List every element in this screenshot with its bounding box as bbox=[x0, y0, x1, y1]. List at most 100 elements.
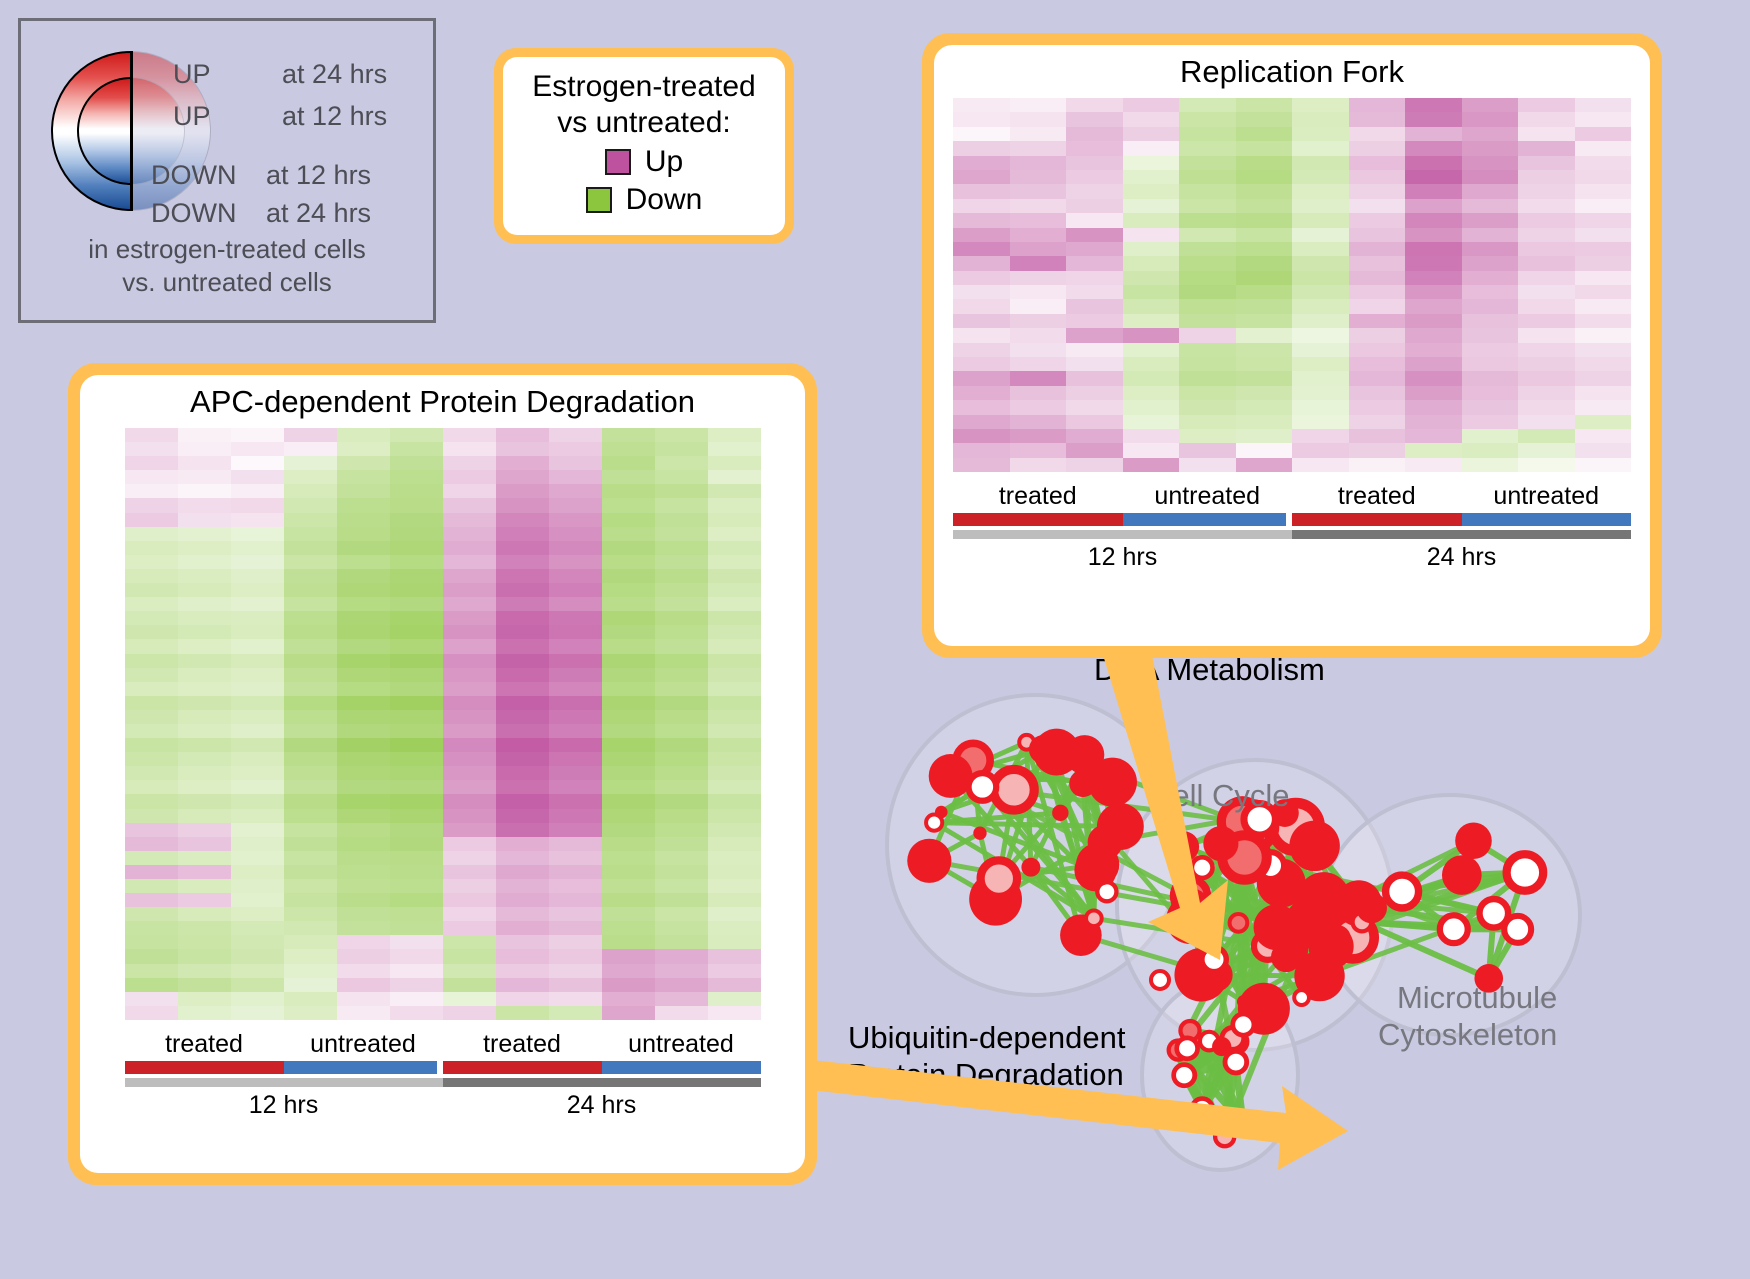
heatmap-cell bbox=[1348, 270, 1405, 286]
heatmap-cell bbox=[1122, 313, 1179, 329]
heatmap-cell bbox=[177, 456, 231, 471]
heatmap-cell bbox=[389, 766, 443, 781]
heatmap-cell bbox=[230, 949, 284, 964]
heatmap-cell bbox=[336, 963, 390, 978]
heatmap-cell bbox=[1009, 313, 1066, 329]
heatmap-cell bbox=[548, 921, 602, 936]
heatmap-cell bbox=[654, 977, 708, 992]
heatmap-cell bbox=[442, 442, 496, 457]
heatmap-cell bbox=[1405, 371, 1462, 386]
heatmap-cell bbox=[1461, 213, 1518, 228]
heatmap-cell bbox=[707, 780, 761, 795]
heatmap-cell bbox=[1461, 400, 1518, 415]
heatmap-cell bbox=[177, 1005, 231, 1020]
heatmap-cell bbox=[389, 977, 443, 992]
heatmap-cell bbox=[1179, 313, 1236, 329]
heatmap-cell bbox=[1574, 227, 1631, 242]
heatmap-cell bbox=[1461, 270, 1518, 286]
heatmap-cell bbox=[495, 963, 549, 978]
heatmap-cell bbox=[548, 611, 602, 626]
heatmap-cell bbox=[1066, 112, 1123, 127]
heatmap-cell bbox=[1461, 428, 1518, 444]
heatmap-cell bbox=[124, 738, 178, 753]
network-node bbox=[1212, 1036, 1232, 1057]
heatmap-cell bbox=[230, 498, 284, 513]
heatmap-cell bbox=[1235, 256, 1292, 271]
heatmap-cell bbox=[283, 554, 337, 569]
heatmap-cell bbox=[707, 723, 761, 739]
network-node bbox=[1021, 857, 1041, 877]
heatmap-cell bbox=[953, 313, 1010, 329]
network-node bbox=[965, 769, 1000, 804]
heatmap-cell bbox=[1235, 98, 1292, 113]
heatmap-cell bbox=[1066, 400, 1123, 415]
heatmap-cell bbox=[654, 907, 708, 922]
network-node bbox=[1288, 940, 1309, 961]
heatmap-cell bbox=[1009, 213, 1066, 228]
network-node bbox=[1189, 1096, 1215, 1122]
heatmap-cell bbox=[124, 780, 178, 795]
heatmap-cell bbox=[230, 808, 284, 823]
network-node bbox=[1212, 1124, 1237, 1149]
heatmap-cell bbox=[548, 681, 602, 696]
heatmap-cell bbox=[548, 977, 602, 992]
heatmap-cell bbox=[442, 597, 496, 612]
heatmap-cell bbox=[654, 738, 708, 753]
colorwheel-row-1: UP at 12 hrs bbox=[173, 101, 387, 132]
heatmap-cell bbox=[336, 681, 390, 696]
heatmap-cell bbox=[389, 949, 443, 964]
heatmap-cell bbox=[283, 639, 337, 654]
heatmap-cell bbox=[654, 667, 708, 682]
heatmap-cell bbox=[1179, 357, 1236, 372]
heatmap-cell bbox=[1405, 385, 1462, 401]
heatmap-cell bbox=[336, 723, 390, 739]
heatmap-cell bbox=[1179, 299, 1236, 314]
heatmap-cell bbox=[1518, 169, 1575, 185]
heatmap-cell bbox=[495, 752, 549, 767]
condition-color-bar bbox=[124, 1060, 761, 1074]
heatmap-cell bbox=[1009, 285, 1066, 300]
network-node bbox=[924, 812, 945, 833]
heatmap-cell bbox=[442, 893, 496, 908]
heatmap-cell bbox=[1405, 256, 1462, 271]
heatmap-cell bbox=[336, 864, 390, 879]
heatmap-cell bbox=[230, 836, 284, 851]
heatmap-cell bbox=[124, 935, 178, 950]
heatmap-cell bbox=[654, 470, 708, 485]
heatmap-cell bbox=[495, 442, 549, 457]
heatmap-cell bbox=[1518, 141, 1575, 156]
heatmap-cell bbox=[389, 456, 443, 471]
heatmap-replication-fork bbox=[953, 98, 1631, 473]
heatmap-cell bbox=[1122, 385, 1179, 401]
heatmap-cell bbox=[1292, 155, 1349, 170]
heatmap-cell bbox=[442, 991, 496, 1006]
heatmap-cell bbox=[601, 1005, 655, 1020]
heatmap-cell bbox=[336, 512, 390, 527]
heatmap-cell bbox=[1122, 457, 1179, 473]
heatmap-cell bbox=[336, 526, 390, 541]
heatmap-cell bbox=[1179, 328, 1236, 343]
heatmap-cell bbox=[1461, 342, 1518, 358]
heatmap-cell bbox=[1292, 443, 1349, 458]
heatmap-cell bbox=[1292, 357, 1349, 372]
heatmap-cell bbox=[389, 695, 443, 710]
heatmap-cell bbox=[953, 400, 1010, 415]
colorwheel-direction-0: UP bbox=[173, 59, 211, 89]
heatmap-cell bbox=[495, 456, 549, 471]
heatmap-cell bbox=[124, 752, 178, 767]
heatmap-cell bbox=[1518, 457, 1575, 473]
heatmap-cell bbox=[230, 597, 284, 612]
timepoint-bar-segment-12 bbox=[124, 1077, 443, 1087]
heatmap-cell bbox=[177, 879, 231, 894]
heatmap-cell bbox=[1292, 385, 1349, 401]
heatmap-cell bbox=[707, 963, 761, 978]
heatmap-cell bbox=[442, 780, 496, 795]
heatmap-cell bbox=[336, 850, 390, 865]
heatmap-cell bbox=[1066, 428, 1123, 444]
heatmap-cell bbox=[953, 299, 1010, 314]
heatmap-cell bbox=[1518, 385, 1575, 401]
heatmap-cell bbox=[495, 893, 549, 908]
heatmap-cell bbox=[1009, 141, 1066, 156]
heatmap-cell bbox=[283, 907, 337, 922]
colorwheel-row-2: DOWN at 12 hrs bbox=[151, 160, 371, 191]
